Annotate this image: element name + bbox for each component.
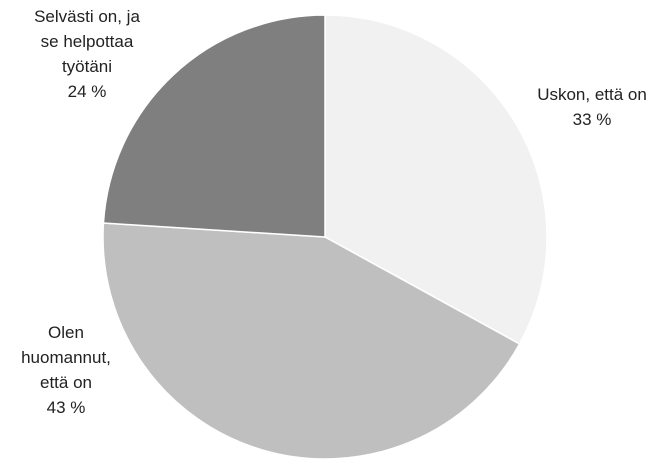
slice-selvasti-on: [102, 14, 326, 238]
slice-value-text: 24 %: [67, 82, 107, 101]
slice-label-text: Olen: [48, 323, 84, 342]
slice-value-text: 43 %: [46, 398, 86, 417]
slice-label-text: työtäni: [61, 57, 113, 76]
slice-label-text: huomannut,: [21, 348, 111, 367]
slice-label-selvasti-on: Selvästi on, ja se helpottaa työtäni 24 …: [34, 4, 140, 104]
slice-label-olen-huomannut: Olen huomannut, että on 43 %: [21, 320, 111, 420]
slice-label-text: se helpottaa: [40, 32, 134, 51]
slice-label-text: Uskon, että on: [537, 85, 647, 104]
slice-label-uskon: Uskon, että on 33 %: [537, 82, 647, 132]
slice-label-text: että on: [39, 373, 92, 392]
slice-olen-huomannut: [102, 222, 521, 460]
slice-uskon: [324, 14, 548, 345]
slice-value-text: 33 %: [572, 110, 612, 129]
slice-label-text: Selvästi on, ja: [34, 7, 140, 26]
